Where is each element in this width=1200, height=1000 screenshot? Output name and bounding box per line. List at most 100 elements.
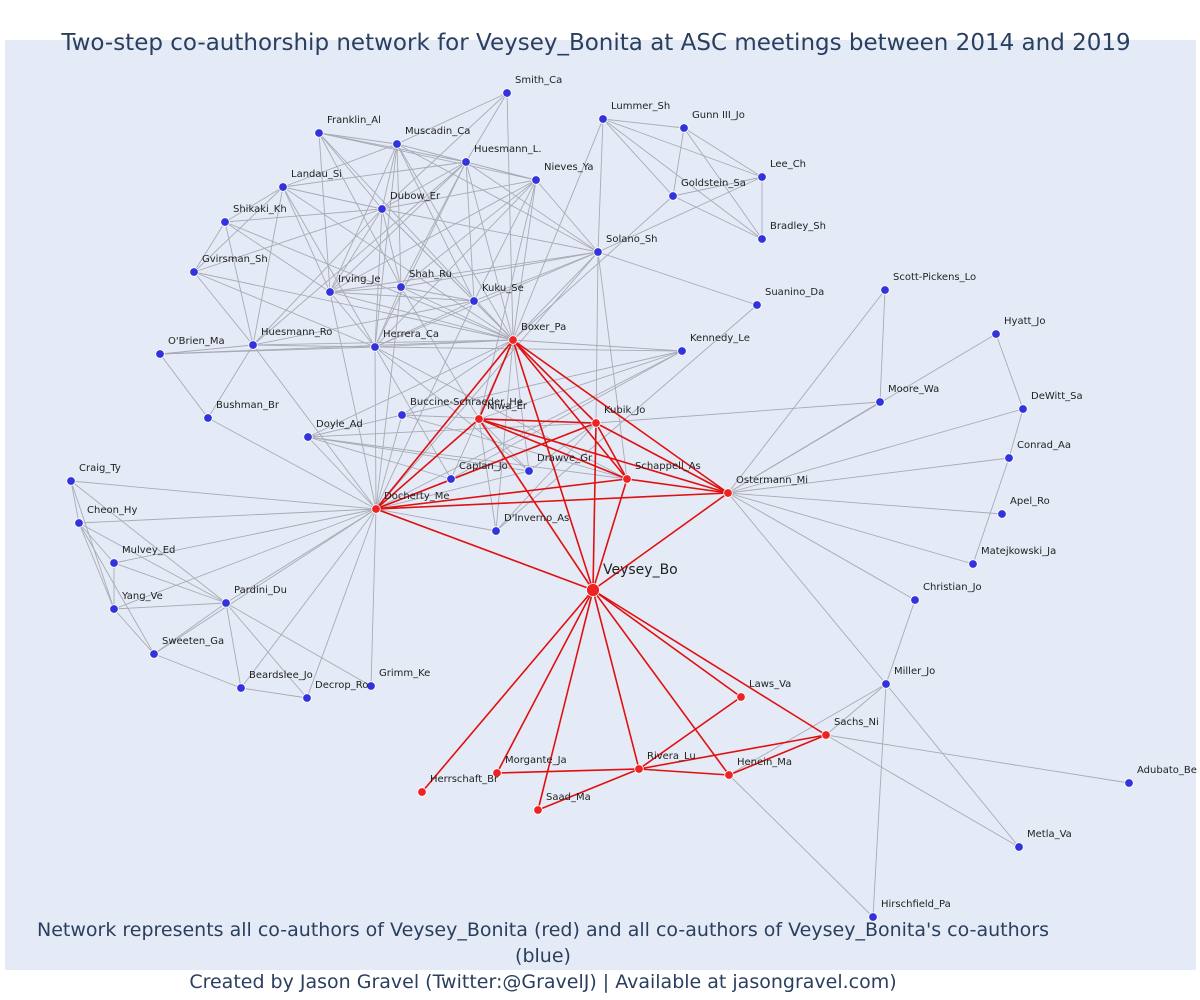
node-doyle-ad[interactable]: Doyle_Ad (303, 419, 363, 442)
node-goldstein-sa[interactable]: Goldstein_Sa (668, 178, 746, 201)
node-marker[interactable] (236, 683, 246, 693)
node-mulvey-ed[interactable]: Mulvey_Ed (109, 545, 176, 568)
node-marker[interactable] (533, 805, 543, 815)
node-shah-ru[interactable]: Shah_Ru (396, 269, 452, 292)
node-marker[interactable] (446, 474, 456, 484)
node-cheon-hy[interactable]: Cheon_Hy (74, 505, 138, 528)
node-marker[interactable] (524, 466, 534, 476)
node-conrad-aa[interactable]: Conrad_Aa (1004, 440, 1071, 463)
node-marker[interactable] (109, 558, 119, 568)
node-marker[interactable] (622, 474, 632, 484)
node-matejkowski-ja[interactable]: Matejkowski_Ja (968, 546, 1057, 569)
node-herrschaft-br[interactable]: Herrschaft_Br (417, 774, 499, 797)
node-saad-ma[interactable]: Saad_Ma (533, 792, 591, 815)
node-marker[interactable] (508, 335, 518, 345)
node-marker[interactable] (821, 730, 831, 740)
node-drawve-gr[interactable]: Drawve_Gr (524, 453, 593, 476)
node-marker[interactable] (366, 681, 376, 691)
node-marker[interactable] (880, 285, 890, 295)
node-marker[interactable] (220, 217, 230, 227)
node-marker[interactable] (303, 432, 313, 442)
node-marker[interactable] (314, 128, 324, 138)
node-hyatt-jo[interactable]: Hyatt_Jo (991, 316, 1046, 339)
node-marker[interactable] (392, 139, 402, 149)
node-metla-va[interactable]: Metla_Va (1014, 829, 1072, 852)
node-marker[interactable] (492, 768, 502, 778)
node-marker[interactable] (677, 346, 687, 356)
node-dewitt-sa[interactable]: DeWitt_Sa (1018, 391, 1083, 414)
node-lummer-sh[interactable]: Lummer_Sh (598, 101, 670, 124)
node-landau-si[interactable]: Landau_Si (278, 169, 342, 192)
node-christian-jo[interactable]: Christian_Jo (910, 582, 982, 605)
node-marker[interactable] (149, 649, 159, 659)
node-henein-ma[interactable]: Henein_Ma (724, 757, 792, 780)
node-smith-ca[interactable]: Smith_Ca (502, 75, 563, 98)
node-marker[interactable] (461, 157, 471, 167)
node-huesmann-l[interactable]: Huesmann_L. (461, 144, 542, 167)
node-marker[interactable] (325, 287, 335, 297)
node-marker[interactable] (491, 526, 501, 536)
node-marker[interactable] (752, 300, 762, 310)
node-franklin-al[interactable]: Franklin_Al (314, 115, 381, 138)
node-buccine-schraeder-he[interactable]: Buccine-Schraeder_He (397, 397, 523, 420)
node-veysey-bo[interactable]: Veysey_Bo (586, 562, 678, 597)
node-muscadin-ca[interactable]: Muscadin_Ca (392, 126, 471, 149)
node-marker[interactable] (736, 692, 746, 702)
node-marker[interactable] (370, 342, 380, 352)
node-marker[interactable] (1018, 404, 1028, 414)
node-huesmann-ro[interactable]: Huesmann_Ro (248, 327, 333, 350)
node-boxer-pa[interactable]: Boxer_Pa (508, 322, 567, 345)
node-herrera-ca[interactable]: Herrera_Ca (370, 329, 439, 352)
node-o-brien-ma[interactable]: O'Brien_Ma (155, 336, 225, 359)
node-marker[interactable] (302, 693, 312, 703)
node-marker[interactable] (531, 175, 541, 185)
node-marker[interactable] (371, 504, 381, 514)
node-marker[interactable] (634, 764, 644, 774)
node-sweeten-ga[interactable]: Sweeten_Ga (149, 636, 224, 659)
node-sachs-ni[interactable]: Sachs_Ni (821, 717, 879, 740)
node-bushman-br[interactable]: Bushman_Br (203, 400, 280, 423)
node-lee-ch[interactable]: Lee_Ch (757, 159, 806, 182)
node-marker[interactable] (74, 518, 84, 528)
node-marker[interactable] (397, 410, 407, 420)
node-solano-sh[interactable]: Solano_Sh (593, 234, 658, 257)
node-marker[interactable] (417, 787, 427, 797)
node-marker[interactable] (598, 114, 608, 124)
node-marker[interactable] (586, 583, 600, 597)
node-marker[interactable] (248, 340, 258, 350)
node-marker[interactable] (997, 509, 1007, 519)
node-marker[interactable] (724, 770, 734, 780)
node-decrop-ro[interactable]: Decrop_Ro (302, 680, 369, 703)
node-marker[interactable] (591, 418, 601, 428)
node-marker[interactable] (757, 234, 767, 244)
node-ostermann-mi[interactable]: Ostermann_Mi (723, 475, 808, 498)
node-irving-je[interactable]: Irving_Je (325, 274, 381, 297)
node-marker[interactable] (203, 413, 213, 423)
node-gunn-iii-jo[interactable]: Gunn III_Jo (679, 110, 745, 133)
node-marker[interactable] (396, 282, 406, 292)
node-laws-va[interactable]: Laws_Va (736, 679, 792, 702)
node-grimm-ke[interactable]: Grimm_Ke (366, 668, 431, 691)
node-nieves-ya[interactable]: Nieves_Ya (531, 162, 594, 185)
node-moore-wa[interactable]: Moore_Wa (875, 384, 940, 407)
node-suanino-da[interactable]: Suanino_Da (752, 287, 825, 310)
node-marker[interactable] (189, 267, 199, 277)
node-gvirsman-sh[interactable]: Gvirsman_Sh (189, 254, 268, 277)
node-marker[interactable] (66, 476, 76, 486)
node-marker[interactable] (1004, 453, 1014, 463)
node-marker[interactable] (910, 595, 920, 605)
node-schappell-as[interactable]: Schappell_As (622, 461, 701, 484)
node-marker[interactable] (377, 204, 387, 214)
node-scott-pickens-lo[interactable]: Scott-Pickens_Lo (880, 272, 976, 295)
node-marker[interactable] (991, 329, 1001, 339)
node-marker[interactable] (968, 559, 978, 569)
node-kubik-jo[interactable]: Kubik_Jo (591, 405, 646, 428)
node-marker[interactable] (881, 679, 891, 689)
node-marker[interactable] (109, 604, 119, 614)
node-kennedy-le[interactable]: Kennedy_Le (677, 333, 750, 356)
node-marker[interactable] (679, 123, 689, 133)
node-marker[interactable] (668, 191, 678, 201)
node-marker[interactable] (723, 488, 733, 498)
node-caplan-jo[interactable]: Caplan_Jo (446, 461, 508, 484)
node-morgante-ja[interactable]: Morgante_Ja (492, 755, 567, 778)
